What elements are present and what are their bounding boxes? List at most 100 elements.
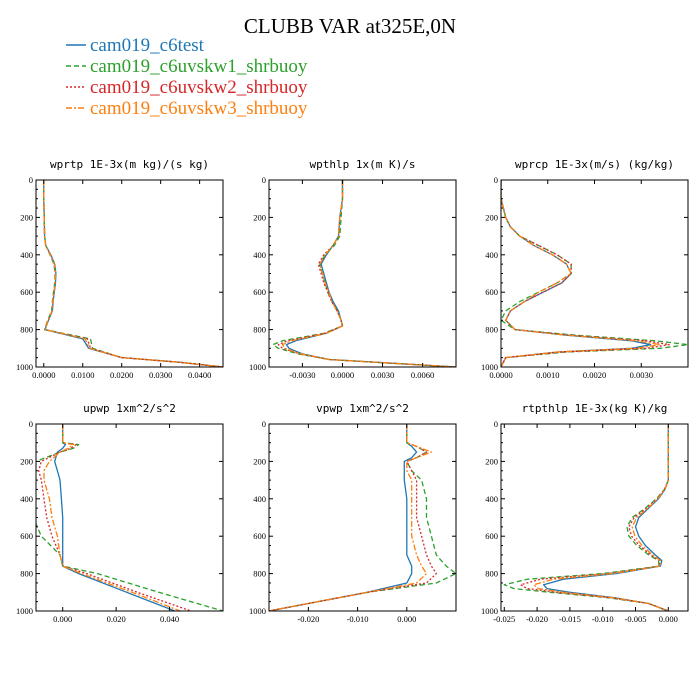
series-line-1 [501, 180, 652, 367]
x-tick-label: 0.0200 [110, 370, 133, 380]
x-tick-label: 0.000 [397, 614, 416, 624]
series-line-4 [269, 424, 433, 611]
x-tick-label: 0.0030 [371, 370, 394, 380]
y-tick-label: 800 [253, 569, 266, 579]
series-line-2 [269, 424, 456, 611]
y-tick-label: 400 [485, 250, 498, 260]
panel-upwp: upwp 1xm^2/s^2 0 200 400 600 800 1000 0.000 0.02… [16, 402, 224, 624]
series-line-1 [43, 180, 223, 367]
series-line-2 [503, 424, 669, 611]
legend-entry: cam019_c6uvskw2_shrbuoy [90, 77, 308, 98]
x-tick-label: -0.010 [592, 614, 614, 624]
x-tick-label: 0.0000 [331, 370, 354, 380]
axis-frame [500, 423, 689, 612]
figure-title: CLUBB VAR at325E,0N [244, 14, 456, 38]
y-tick-label: 200 [485, 456, 498, 466]
y-tick-label: 600 [20, 531, 33, 541]
y-tick-label: 0 [29, 419, 33, 429]
x-tick-label: -0.005 [625, 614, 647, 624]
panel-wpthlp: wpthlp 1x(m K)/s 0 200 400 600 800 1000 -0.0030… [249, 158, 457, 380]
y-tick-label: 200 [20, 456, 33, 466]
series-line-3 [501, 180, 670, 367]
series-line-1 [542, 424, 669, 611]
y-tick-label: 800 [20, 569, 33, 579]
y-tick-label: 800 [485, 569, 498, 579]
panel-title: upwp 1xm^2/s^2 [83, 402, 176, 415]
x-tick-label: 0.0300 [149, 370, 172, 380]
series-line-3 [520, 424, 669, 611]
series-line-3 [277, 180, 456, 367]
x-tick-label: -0.015 [559, 614, 581, 624]
y-tick-label: 1000 [249, 606, 266, 616]
legend: cam019_c6testcam019_c6uvskw1_shrbuoycam0… [66, 35, 308, 119]
axis-frame [35, 179, 224, 368]
y-tick-label: 800 [253, 325, 266, 335]
legend-entry: cam019_c6uvskw1_shrbuoy [90, 56, 308, 77]
panel-rtpthlp: rtpthlp 1E-3x(kg K)/kg02004006008001000-… [481, 402, 689, 624]
series-line-4 [281, 180, 456, 367]
panel-title: rtpthlp 1E-3x(kg K)/kg [522, 402, 668, 415]
x-tick-label: 0.0000 [32, 370, 55, 380]
x-tick-label: -0.0030 [289, 370, 315, 380]
y-tick-label: 0 [262, 419, 266, 429]
panel-title: wpthlp 1x(m K)/s [310, 158, 416, 171]
y-tick-label: 600 [253, 287, 266, 297]
y-tick-label: 0 [262, 175, 266, 185]
x-tick-label: 0.0060 [411, 370, 434, 380]
series-line-1 [285, 180, 456, 367]
y-tick-label: 800 [20, 325, 33, 335]
y-tick-label: 200 [20, 212, 33, 222]
series-line-4 [533, 424, 669, 611]
x-tick-label: -0.010 [347, 614, 369, 624]
panel-wprtp: wprtp 1E-3x(m kg)/(s kg) 0 200 400 600 800 100… [16, 158, 224, 380]
series-line-2 [501, 180, 688, 367]
y-tick-label: 600 [485, 287, 498, 297]
y-tick-label: 800 [485, 325, 498, 335]
series-line-3 [269, 424, 437, 611]
axis-frame [500, 179, 689, 368]
series-line-4 [43, 180, 223, 367]
x-tick-label: 0.0000 [489, 370, 512, 380]
y-tick-label: 1000 [481, 606, 498, 616]
y-tick-label: 0 [494, 175, 498, 185]
y-tick-label: 0 [29, 175, 33, 185]
x-tick-label: 0.020 [107, 614, 126, 624]
panel-title: wprtp 1E-3x(m kg)/(s kg) [50, 158, 209, 171]
y-tick-label: 400 [20, 494, 33, 504]
x-tick-label: -0.020 [297, 614, 319, 624]
x-tick-label: 0.000 [53, 614, 72, 624]
x-tick-label: 0.0100 [71, 370, 94, 380]
x-tick-label: -0.020 [526, 614, 548, 624]
y-tick-label: 400 [253, 250, 266, 260]
x-tick-label: 0.0020 [583, 370, 606, 380]
series-line-3 [43, 180, 223, 367]
y-tick-label: 400 [253, 494, 266, 504]
panel-title: vpwp 1xm^2/s^2 [316, 402, 409, 415]
series-line-4 [43, 424, 181, 611]
x-tick-label: 0.000 [659, 614, 678, 624]
y-tick-label: 600 [20, 287, 33, 297]
panel-title: wprcp 1E-3x(m/s) (kg/kg) [515, 158, 674, 171]
legend-entry: cam019_c6uvskw3_shrbuoy [90, 98, 308, 119]
series-line-1 [269, 424, 418, 611]
y-tick-label: 400 [485, 494, 498, 504]
y-tick-label: 600 [485, 531, 498, 541]
x-tick-label: 0.0400 [188, 370, 211, 380]
y-tick-label: 200 [253, 212, 266, 222]
y-tick-label: 200 [253, 456, 266, 466]
panel-vpwp: vpwp 1xm^2/s^2 0 200 400 600 800 1000 -0.020 -0.… [249, 402, 457, 624]
series-line-1 [54, 424, 176, 611]
axis-frame [268, 423, 457, 612]
x-tick-label: -0.025 [493, 614, 515, 624]
y-tick-label: 0 [494, 419, 498, 429]
y-tick-label: 1000 [249, 362, 266, 372]
y-tick-label: 1000 [16, 606, 33, 616]
x-tick-label: 0.0010 [536, 370, 559, 380]
series-line-2 [43, 180, 223, 367]
y-tick-label: 400 [20, 250, 33, 260]
y-tick-label: 600 [253, 531, 266, 541]
x-tick-label: 0.040 [160, 614, 179, 624]
series-line-3 [38, 424, 192, 611]
y-tick-label: 1000 [16, 362, 33, 372]
